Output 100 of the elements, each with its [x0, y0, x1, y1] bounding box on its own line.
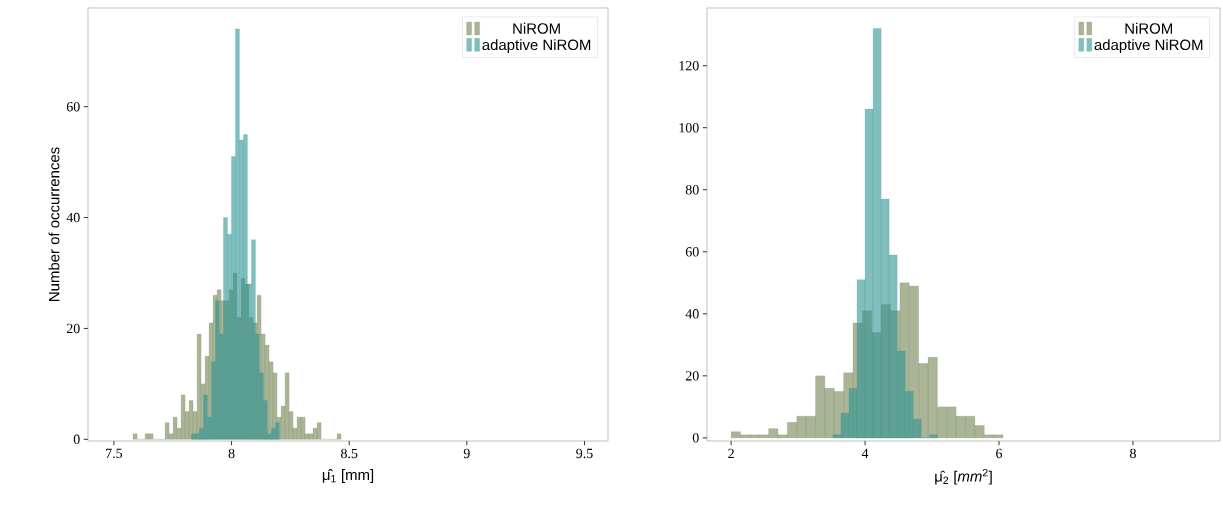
bar: [211, 361, 216, 440]
bar: [927, 357, 938, 439]
bar: [259, 372, 264, 440]
x-tick-label: 9.5: [576, 448, 593, 459]
bar: [974, 425, 985, 439]
x-tick-label: 2: [728, 448, 734, 458]
bar: [864, 108, 874, 439]
x-tick-label: 8.5: [341, 448, 358, 459]
bar: [929, 434, 938, 439]
bar: [984, 434, 994, 439]
x-axis-title: μ̂$_{1}$ [mm]: [322, 469, 374, 484]
bar: [913, 419, 922, 439]
bar: [316, 422, 322, 440]
bar: [815, 375, 826, 439]
y-tick-label: 60: [66, 101, 80, 112]
bar: [271, 428, 276, 440]
bar: [777, 434, 788, 439]
bar: [255, 333, 260, 440]
bar: [176, 428, 182, 440]
bar: [856, 279, 866, 439]
legend-label: adaptive NiROM: [482, 39, 591, 54]
bar: [292, 428, 298, 440]
bar: [235, 28, 240, 440]
y-tick-label: 20: [66, 323, 80, 334]
bar: [956, 416, 966, 439]
bar: [144, 433, 150, 440]
bar: [188, 400, 194, 440]
x-tick-label: 9: [463, 448, 470, 459]
y-tick-label: 40: [66, 212, 80, 223]
bar: [805, 416, 816, 439]
bar: [215, 300, 220, 440]
bar: [312, 428, 318, 440]
x-tick-label: 8: [228, 448, 235, 459]
bar: [288, 411, 294, 440]
y-tick-label: 60: [685, 247, 699, 257]
y-tick-label: 80: [685, 185, 699, 195]
legend-label: NiROM: [1125, 22, 1172, 34]
bar: [280, 405, 286, 440]
x-axis-title: μ̂$_{2}$ [mm$^{2}$]: [935, 469, 992, 485]
bar: [195, 433, 200, 440]
bar: [308, 433, 314, 440]
bar: [300, 416, 306, 440]
bar: [251, 239, 256, 440]
bar: [275, 422, 280, 440]
y-tick-label: 20: [685, 371, 699, 381]
bar: [730, 431, 741, 439]
bar: [148, 433, 154, 440]
y-axis-title: Number of occurrences: [48, 147, 60, 301]
legend-label: adaptive NiROM: [1094, 39, 1203, 54]
bar: [231, 156, 236, 440]
bar: [223, 217, 228, 440]
bar: [905, 391, 914, 439]
y-tick-label: 120: [679, 60, 699, 71]
bar: [993, 434, 1004, 439]
bar: [832, 434, 842, 439]
y-tick-label: 100: [679, 123, 699, 133]
bar: [880, 198, 890, 439]
bar: [740, 434, 751, 439]
bar: [267, 433, 272, 440]
bar: [796, 416, 807, 439]
bar: [263, 400, 268, 440]
bar: [199, 428, 204, 440]
bar: [889, 254, 898, 439]
bar: [191, 433, 196, 440]
y-tick-label: 40: [685, 309, 699, 319]
bar: [787, 422, 797, 439]
y-tick-label: 0: [73, 434, 80, 445]
bar: [336, 433, 342, 440]
bar: [304, 433, 310, 440]
bar: [219, 333, 224, 440]
bar: [180, 394, 186, 440]
x-tick-label: 6: [996, 448, 1003, 459]
bar: [768, 428, 779, 439]
y-tick-label: 0: [692, 433, 699, 443]
bar: [227, 234, 232, 440]
bar: [965, 416, 976, 439]
bar: [243, 134, 248, 440]
bar: [203, 394, 208, 440]
bar: [172, 416, 178, 440]
bar: [848, 388, 858, 439]
bar: [946, 406, 957, 439]
bar: [824, 388, 835, 439]
x-tick-label: 4: [861, 448, 869, 458]
bar: [132, 433, 138, 440]
bar: [872, 28, 882, 439]
bar: [239, 139, 244, 440]
bar: [164, 422, 170, 440]
bar: [937, 406, 947, 439]
bar: [184, 411, 190, 440]
bar: [749, 434, 760, 439]
bar: [897, 350, 906, 439]
bar: [296, 416, 302, 440]
bar: [840, 412, 850, 439]
x-tick-label: 8: [1130, 448, 1136, 459]
bar: [207, 416, 212, 440]
x-tick-label: 7.5: [106, 448, 123, 459]
bar: [284, 372, 290, 440]
legend-label: NiROM: [513, 22, 560, 34]
bar: [168, 433, 174, 440]
bar: [759, 434, 769, 439]
